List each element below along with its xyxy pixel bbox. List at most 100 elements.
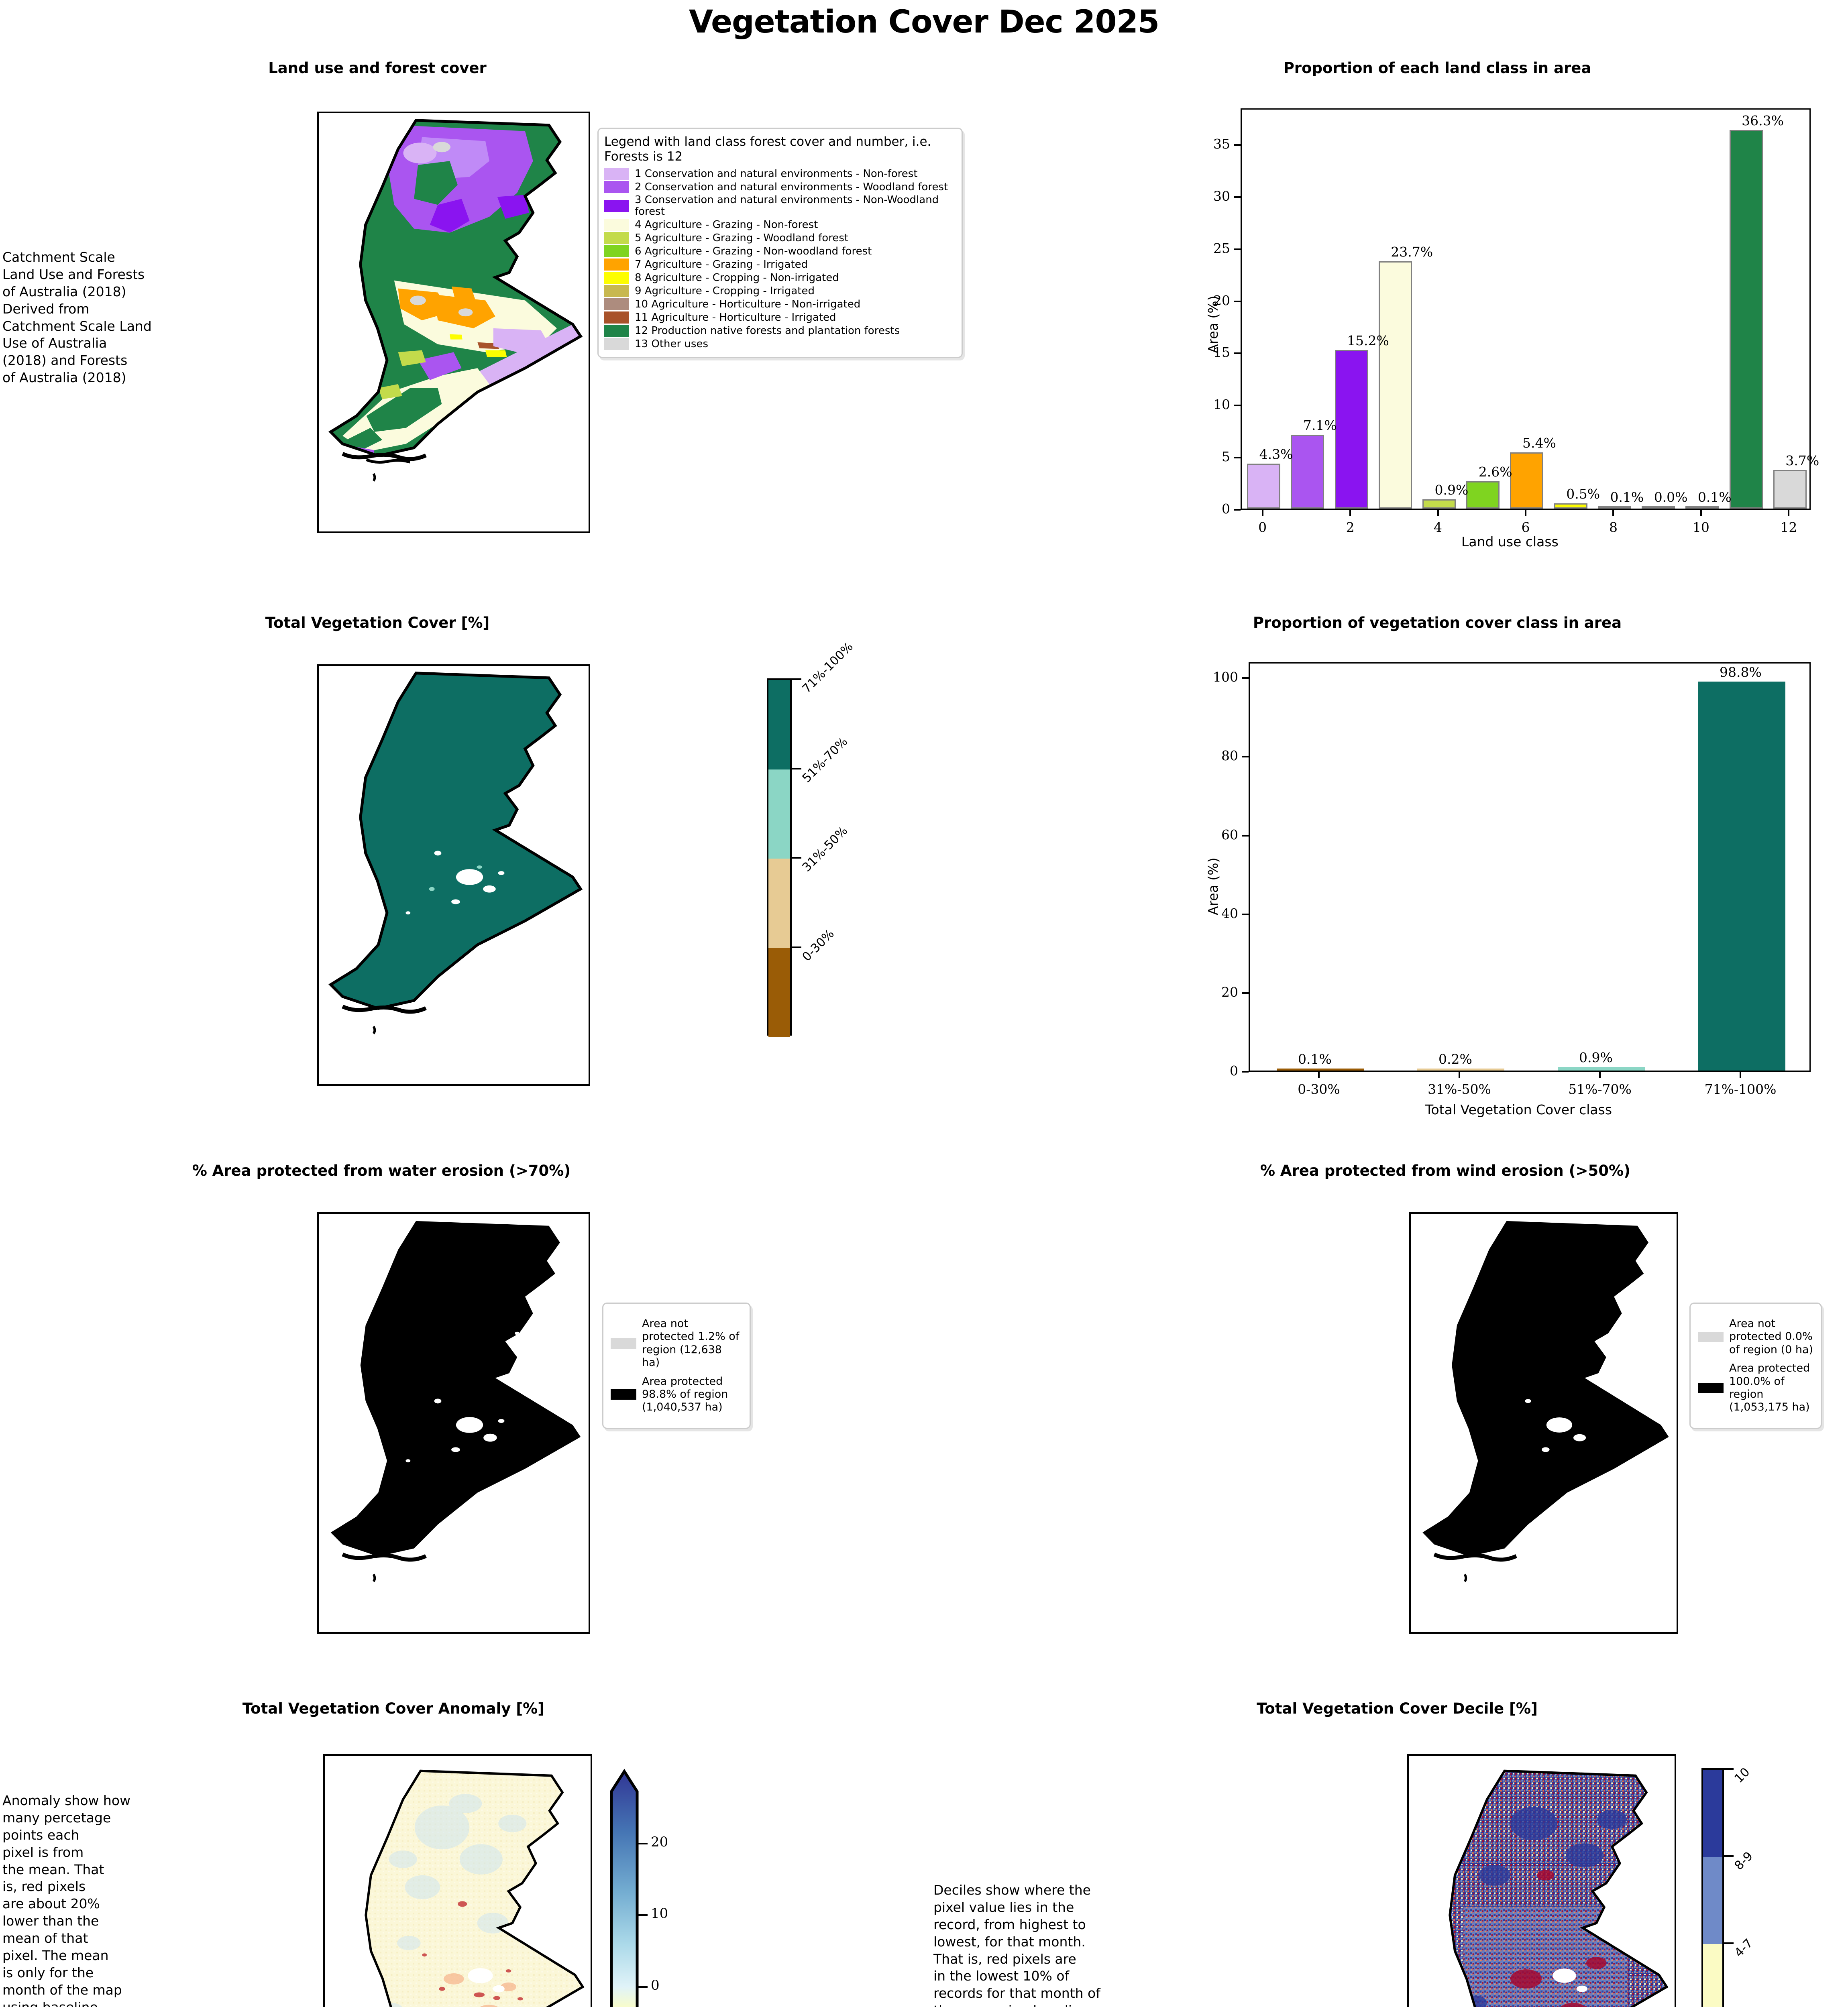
colorbar-tick [1724,1855,1734,1857]
anomaly-colorbar-tick [637,1842,648,1844]
land-use-legend-item: 1 Conservation and natural environments … [604,168,955,180]
colorbar-segment [768,680,790,769]
bar [1510,452,1544,509]
bar-value-label: 23.7% [1391,244,1433,260]
y-axis-tick [1234,352,1241,354]
anomaly-colorbar-tick [637,1914,648,1916]
legend-color-swatch [604,232,629,244]
legend-color-swatch [1698,1382,1724,1393]
bar-value-label: 7.1% [1303,417,1337,433]
colorbar-tick-label: 0-30% [799,926,837,964]
x-axis-tick-label: 12 [1780,519,1797,535]
x-axis-tick [1740,1072,1741,1078]
land-use-legend-item: 2 Conservation and natural environments … [604,181,955,193]
y-axis-tick [1242,677,1249,679]
legend-item-label: Area not protected 0.0% of region (0 ha) [1729,1317,1813,1356]
x-axis-tick [1525,510,1526,516]
land-use-legend-items: 1 Conservation and natural environments … [604,168,955,350]
colorbar-segment [1703,1857,1722,1944]
y-axis-tick [1242,913,1249,915]
legend-color-swatch [604,200,629,212]
y-axis-tick [1234,144,1241,146]
legend-item-label: Area not protected 1.2% of region (12,63… [642,1317,740,1369]
x-axis-tick-label: 10 [1692,519,1709,535]
panel-title-water-erosion: % Area protected from water erosion (>70… [192,1162,571,1179]
x-axis-tick [1612,510,1614,516]
colorbar-tick-label: 31%-50% [799,824,851,875]
legend-item-label: 3 Conservation and natural environments … [635,194,939,218]
bar [1773,470,1807,509]
legend-color-swatch [604,272,629,284]
anomaly-colorbar-tick [637,1986,648,1988]
y-axis-tick-label: 5 [1222,449,1230,465]
x-axis-tick [1349,510,1351,516]
land-use-legend-item: 4 Agriculture - Grazing - Non-forest [604,219,955,231]
legend-item-label: 1 Conservation and natural environments … [635,167,918,180]
bar-value-label: 0.1% [1610,489,1644,505]
legend-color-swatch [611,1338,636,1349]
legend-item-label: 10 Agriculture - Horticulture - Non-irri… [635,298,861,310]
chart2-xlabel: Total Vegetation Cover class [1425,1102,1612,1117]
y-axis-tick [1234,196,1241,198]
panel-title-decile: Total Vegetation Cover Decile [%] [1257,1700,1538,1717]
bar-value-label: 0.2% [1438,1051,1472,1067]
x-axis-tick-label: 2 [1346,519,1355,535]
legend-color-swatch [604,311,629,324]
chart-land-class-proportion: Area (%) Land use class 4.3% 7.1% 15.2% 23.… [1196,104,1823,550]
water-erosion-legend: Area not protected 1.2% of region (12,63… [602,1303,751,1429]
anomaly-colorbar-tick-label: 10 [651,1905,668,1922]
x-axis-tick [1437,510,1439,516]
colorbar-tick [792,767,801,769]
x-axis-tick-label: 8 [1609,519,1618,535]
bar [1291,434,1324,509]
water-erosion-legend-item: Area protected 98.8% of region (1,040,53… [611,1375,742,1414]
water-erosion-legend-item: Area not protected 1.2% of region (12,63… [611,1317,742,1370]
land-use-legend-item: 10 Agriculture - Horticulture - Non-irri… [604,298,955,311]
x-axis-tick-label: 0-30% [1298,1081,1340,1097]
y-axis-tick-label: 10 [1213,397,1230,413]
bar-value-label: 36.3% [1742,113,1784,129]
legend-item-label: 5 Agriculture - Grazing - Woodland fores… [635,232,849,244]
colorbar-tick [792,946,801,948]
bar [1247,464,1281,509]
anomaly-map [323,1754,592,2007]
legend-color-swatch [604,245,629,258]
legend-item-label: 2 Conservation and natural environments … [635,181,948,193]
bar-value-label: 2.6% [1478,464,1512,480]
panel-title-land-use: Land use and forest cover [268,59,487,77]
colorbar-tick-label: 8-9 [1732,1849,1756,1873]
wind-erosion-map [1409,1212,1678,1634]
x-axis-tick-label: 71%-100% [1704,1081,1777,1097]
legend-item-label: 11 Agriculture - Horticulture - Irrigate… [635,311,836,324]
y-axis-tick [1234,405,1241,407]
land-use-legend-item: 13 Other uses [604,338,955,350]
bar-value-label: 0.5% [1566,486,1600,502]
colorbar-tick-label: 10 [1732,1765,1753,1786]
y-axis-tick [1242,1071,1249,1073]
wind-erosion-legend-item: Area not protected 0.0% of region (0 ha) [1698,1317,1813,1356]
y-axis-tick [1242,992,1249,994]
decile-caption: Deciles show where the pixel value lies … [933,1882,1100,2007]
y-axis-tick-label: 100 [1213,669,1238,685]
decile-colorbar: 108-94-72-31 [1698,1765,1843,2007]
colorbar-tick-label: 51%-70% [799,734,851,786]
colorbar-tick [1724,1768,1734,1770]
panel-title-cover-class-proportion: Proportion of vegetation cover class in … [1253,614,1622,631]
bar-value-label: 0.1% [1298,1051,1332,1067]
x-axis-tick-label: 31%-50% [1428,1081,1491,1097]
panel-title-total-cover: Total Vegetation Cover [%] [265,614,490,631]
bar-value-label: 0.9% [1434,482,1469,498]
y-axis-tick [1242,835,1249,837]
bar-value-label: 0.9% [1579,1050,1613,1066]
legend-item-label: 7 Agriculture - Grazing - Irrigated [635,258,808,271]
land-use-map [317,112,590,533]
panel-title-land-class-proportion: Proportion of each land class in area [1283,59,1591,77]
land-use-legend-item: 3 Conservation and natural environments … [604,194,955,218]
land-use-legend-item: 5 Agriculture - Grazing - Woodland fores… [604,232,955,244]
land-use-legend-item: 6 Agriculture - Grazing - Non-woodland f… [604,245,955,258]
x-axis-tick [1599,1072,1601,1078]
water-erosion-map [317,1212,590,1634]
land-use-legend-item: 7 Agriculture - Grazing - Irrigated [604,259,955,271]
legend-color-swatch [604,298,629,311]
land-use-legend-item: 11 Agriculture - Horticulture - Irrigate… [604,311,955,324]
